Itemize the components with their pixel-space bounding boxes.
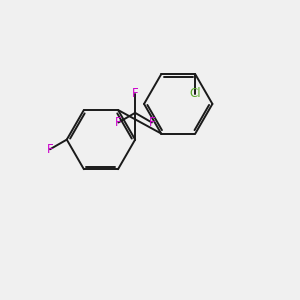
Text: Cl: Cl xyxy=(190,87,201,100)
Text: F: F xyxy=(148,116,155,129)
Text: F: F xyxy=(47,143,53,156)
Text: F: F xyxy=(132,87,139,100)
Text: F: F xyxy=(115,116,122,129)
